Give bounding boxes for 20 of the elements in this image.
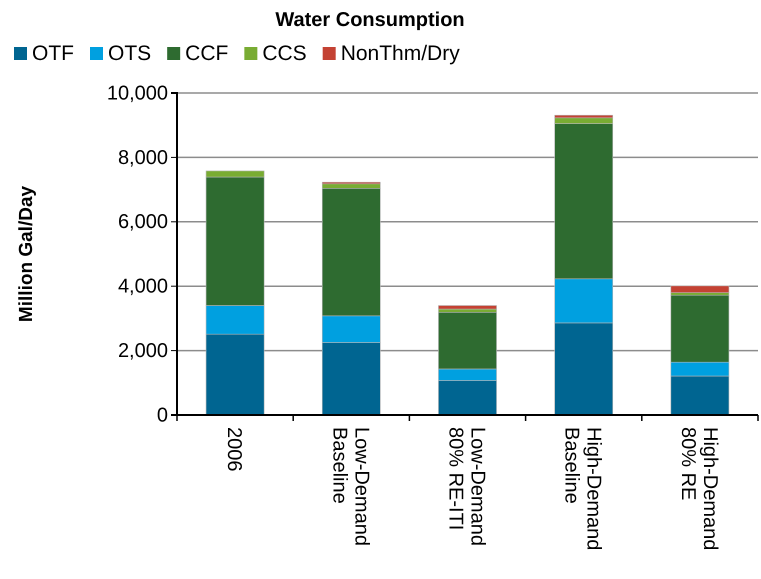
bar <box>670 286 730 293</box>
x-tick-label: Low-Demand Baseline <box>328 427 372 546</box>
legend-label: OTS <box>108 42 152 65</box>
chart-title: Water Consumption <box>275 9 465 31</box>
y-tick-label: 2,000 <box>118 340 168 362</box>
y-tick-label: 8,000 <box>118 146 168 169</box>
x-tick-label: 2006 <box>223 427 246 472</box>
y-tick-label: 10,000 <box>106 82 168 104</box>
y-axis-title: Million Gal/Day <box>16 185 37 322</box>
y-tick-label: 0 <box>156 404 168 426</box>
bar <box>438 305 497 310</box>
legend-label: OTF <box>32 42 74 65</box>
x-tick-label: High-Demand 80% RE <box>676 427 721 550</box>
x-tick-label: High-Demand Baseline <box>560 427 605 550</box>
x-tick-label: Low-Demand 80% RE-ITI <box>444 427 488 546</box>
legend-label: NonThm/Dry <box>340 42 460 65</box>
y-tick-label: 6,000 <box>118 211 168 234</box>
legend-label: CCS <box>262 42 307 65</box>
legend-label: CCF <box>185 42 228 65</box>
y-tick-label: 4,000 <box>118 276 168 298</box>
